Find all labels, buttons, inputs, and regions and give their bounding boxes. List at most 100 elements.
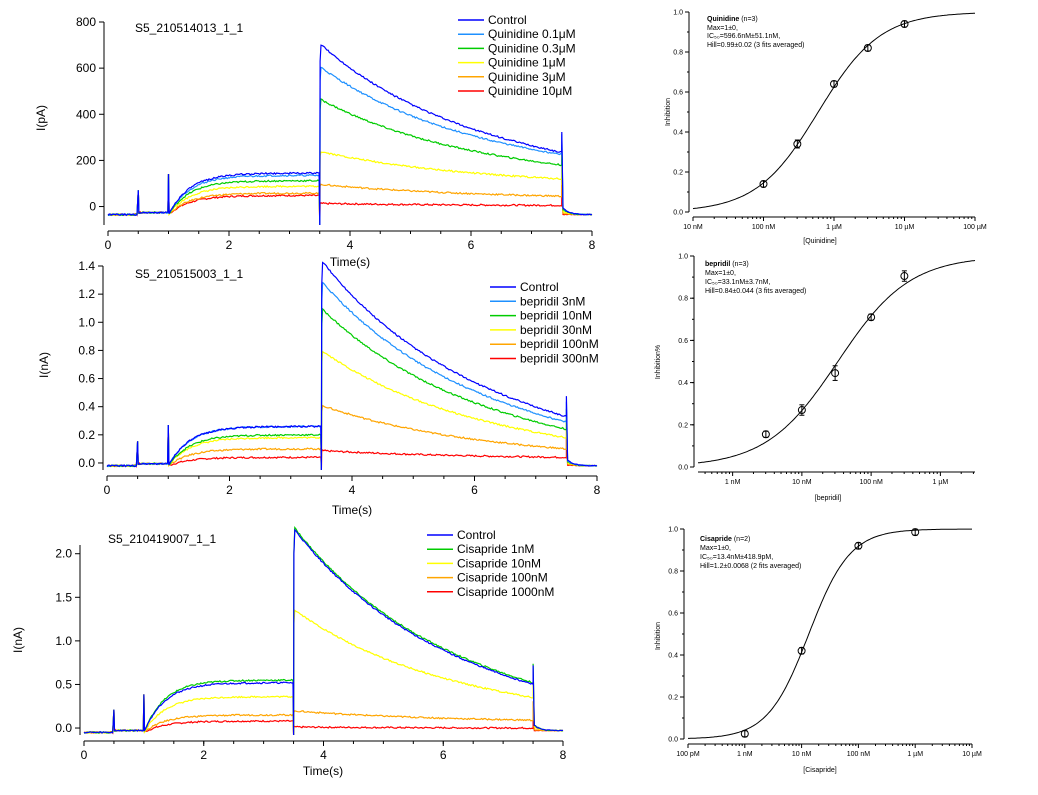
y-tick-label: 1.0 [55,634,72,648]
data-point [797,406,806,415]
x-tick-label: 4 [320,748,327,762]
x-tick-label: 1 µM [907,751,923,758]
trace-bepridil-3nm [106,281,598,471]
x-tick-label: 8 [560,748,567,762]
annotation-max: Max=1±0, [700,545,731,552]
y-tick-label: 1.2 [78,287,95,301]
legend-label: Control [520,280,559,294]
y-axis-label: I(pA) [34,105,48,131]
y-tick-label: 0.2 [78,428,95,442]
y-tick-label: 0.2 [678,422,688,429]
x-tick-label: 1 µM [933,479,949,486]
dose-response-panel-quinidine: 0.0 0.2 0.4 0.6 0.8 1.0 10 nM 100 nM 1 µM 10 µM 10… [665,10,987,246]
y-tick-label: 0.8 [668,569,678,576]
annotation-ic50: IC₅₀=13.4nM±418.9pM, [700,554,773,561]
trace-panel-bepridil: S5_210515003_1_1 0 2 4 6 8 0.0 0.2 0.4 0.6 0.8 1.0… [37,259,601,517]
x-tick-label: 100 pM [676,751,700,758]
y-tick-label: 800 [76,15,96,29]
y-tick-label: 0.6 [668,611,678,618]
data-point [911,528,920,537]
legend-label: bepridil 3nM [520,294,585,308]
y-tick-label: 0.4 [668,653,678,660]
data-point [863,44,872,52]
legend-label: Cisapride 100nM [457,571,548,585]
x-tick-label: 100 nM [847,751,871,758]
legend-label: Cisapride 10nM [457,556,541,570]
y-tick-label: 0.0 [55,721,72,735]
n-count: (n=3) [730,261,748,268]
x-tick-label: 10 nM [792,479,812,486]
data-point [759,180,768,188]
x-tick-label: 100 nM [752,224,776,231]
y-tick-label: 2.0 [55,547,72,561]
x-axis-label: [Quinidine] [803,238,837,245]
y-tick-label: 1.0 [673,10,683,17]
trace-control [106,261,597,471]
y-tick-label: 1.0 [78,315,95,329]
cell-label: S5_210514013_1_1 [135,21,243,35]
trace-panel-quinidine: S5_210514013_1_1 0 2 4 6 8 0 200 400 600 800 Time… [34,13,596,269]
dose-response-panel-cisapride: 0.0 0.2 0.4 0.6 0.8 1.0 100 pM 1 nM 10 nM 100 nM 1… [655,527,982,775]
y-tick-label: 0.8 [678,296,688,303]
annotation-max: Max=1±0, [707,25,738,32]
x-axis-label: [Cisapride] [803,767,837,774]
y-tick-label: 1.0 [668,527,678,534]
y-tick-label: 0.4 [673,130,683,137]
y-tick-label: 0.6 [78,372,95,386]
x-tick-label: 2 [226,483,233,497]
y-tick-label: 1.0 [678,254,688,261]
annotation-title: Cisapride (n=2) [700,536,750,543]
trace-cisapride-1000nm [83,694,564,736]
annotation-ic50: IC₅₀=33.1nM±3.7nM, [705,279,770,286]
x-tick-label: 2 [226,238,233,252]
legend-label: bepridil 300nM [520,352,599,366]
x-tick-label: 6 [471,483,478,497]
x-axis-label: [bepridil] [815,495,842,502]
drug-name: Quinidine [707,16,739,23]
annotation-title: bepridil (n=3) [705,261,749,268]
cell-label: S5_210419007_1_1 [108,532,216,546]
y-tick-label: 0.2 [673,170,683,177]
x-axis-label: Time(s) [332,503,372,517]
data-point [867,313,876,322]
legend-label: Quinidine 0.1μM [488,27,576,41]
trace-quinidine-0-3-m [107,98,593,226]
trace-quinidine-0-1-m [107,66,593,226]
y-tick-label: 0.0 [673,210,683,217]
y-axis-label: I(nA) [37,352,51,378]
annotation-hill: Hill=0.99±0.02 (3 fits averaged) [707,42,804,49]
x-tick-label: 10 µM [962,751,982,758]
trace-cisapride-100nm [83,694,564,736]
drug-name: bepridil [705,261,730,268]
x-tick-label: 1 µM [826,224,842,231]
trace-bepridil-10nm [106,307,598,471]
y-axis-label: Inhibition% [655,345,662,379]
x-tick-label: 10 nM [683,224,703,231]
legend-label: Quinidine 0.3μM [488,41,576,55]
y-tick-label: 0.2 [668,695,678,702]
drug-name: Cisapride [700,536,732,543]
n-count: (n=3) [739,16,757,23]
data-point [900,272,909,281]
y-tick-label: 200 [76,153,96,167]
y-tick-label: 1.4 [78,259,95,273]
n-count: (n=2) [732,536,750,543]
x-tick-label: 8 [589,238,596,252]
x-tick-label: 100 nM [859,479,883,486]
annotation-hill: Hill=0.84±0.044 (3 fits averaged) [705,288,806,295]
y-tick-label: 0.6 [678,338,688,345]
y-tick-label: 400 [76,107,96,121]
trace-bepridil-300nm [106,424,598,471]
hill-fit-curve [688,528,972,739]
annotation-max: Max=1±0, [705,270,736,277]
annotation-hill: Hill=1.2±0.0068 (2 fits averaged) [700,563,801,570]
legend-label: Cisapride 1nM [457,542,534,556]
x-tick-label: 1 nM [725,479,741,486]
dose-response-panel-bepridil: 0.0 0.2 0.4 0.6 0.8 1.0 1 nM 10 nM 100 nM 1 µM be… [655,254,976,502]
cell-label: S5_210515003_1_1 [135,267,243,281]
data-point [761,430,770,439]
x-axis-label: Time(s) [330,255,370,269]
x-tick-label: 4 [347,238,354,252]
legend-label: Cisapride 1000nM [457,585,554,599]
trace-panel-cisapride: S5_210419007_1_1 0 2 4 6 8 0.0 0.5 1.0 1.5 2.0 Ti… [11,526,567,778]
